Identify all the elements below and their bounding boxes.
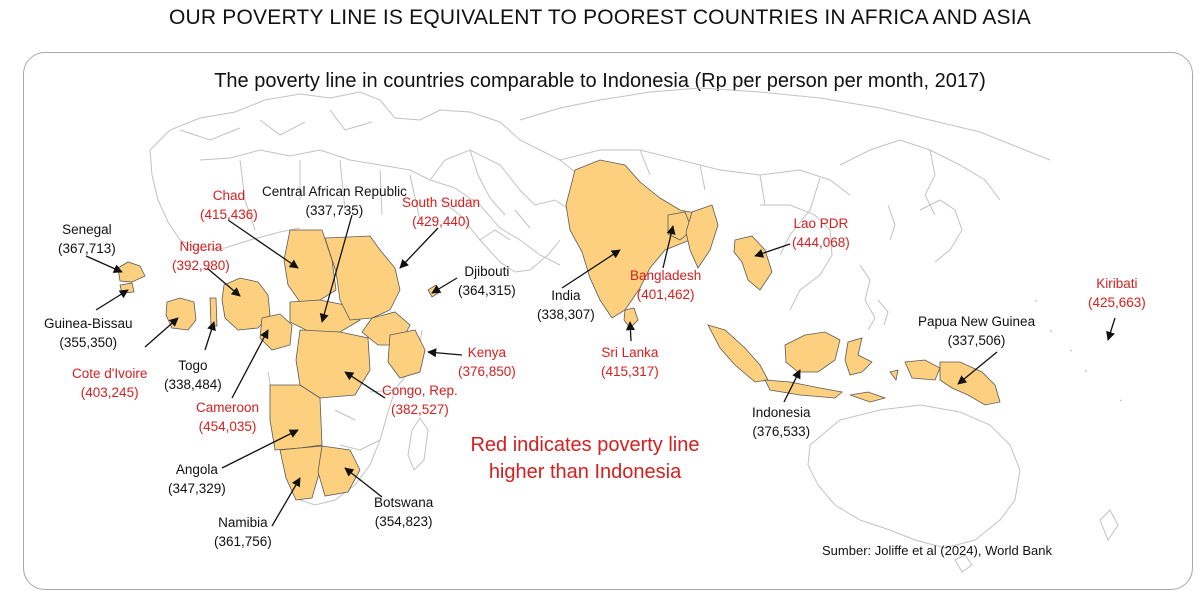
label-congo: Congo, Rep. (382,527) <box>382 381 458 419</box>
country-djibouti <box>427 284 441 298</box>
label-sri-lanka: Sri Lanka (415,317) <box>601 343 659 381</box>
source-credit: Sumber: Joliffe et al (2024), World Bank <box>822 543 1053 558</box>
sri-lanka-name: Sri Lanka <box>601 345 659 360</box>
country-indonesia-sulawesi <box>844 337 873 376</box>
png-value: (337,506) <box>947 333 1006 348</box>
country-indonesia-islands <box>849 369 899 403</box>
botswana-value: (354,823) <box>374 514 433 529</box>
label-cote-divoire: Cote d'Ivoire (403,245) <box>72 364 147 402</box>
label-indonesia: Indonesia (376,533) <box>752 403 811 441</box>
legend-note: Red indicates poverty line higher than I… <box>470 434 700 483</box>
country-togo <box>209 297 218 327</box>
label-angola: Angola (347,329) <box>168 460 226 498</box>
label-car: Central African Republic (337,735) <box>262 182 407 220</box>
guinea-bissau-value: (355,350) <box>59 335 118 350</box>
country-indonesia-java <box>764 379 843 399</box>
cote-divoire-name: Cote d'Ivoire <box>72 366 148 381</box>
label-bangladesh: Bangladesh (401,462) <box>630 266 701 304</box>
india-name: India <box>551 288 581 303</box>
chad-name: Chad <box>212 188 246 203</box>
label-guinea-bissau: Guinea-Bissau (355,350) <box>44 314 133 352</box>
congo-value: (382,527) <box>391 402 449 417</box>
country-congo <box>295 329 371 399</box>
country-indonesia-borneo <box>784 331 841 373</box>
country-senegal <box>117 261 146 283</box>
djibouti-value: (364,315) <box>458 283 516 298</box>
angola-value: (347,329) <box>168 481 226 496</box>
chad-value: (415,436) <box>200 207 258 222</box>
label-botswana: Botswana (354,823) <box>374 493 433 531</box>
country-kenya <box>387 329 426 379</box>
nigeria-value: (392,980) <box>172 258 230 273</box>
label-djibouti: Djibouti (364,315) <box>458 262 516 300</box>
togo-name: Togo <box>178 358 208 373</box>
label-togo: Togo (338,484) <box>164 356 222 394</box>
cameroon-name: Cameroon <box>196 400 260 415</box>
country-sudan-region <box>324 235 401 321</box>
congo-name: Congo, Rep. <box>382 383 458 398</box>
south-sudan-value: (429,440) <box>412 214 470 229</box>
cote-divoire-value: (403,245) <box>80 385 139 400</box>
togo-value: (338,484) <box>164 377 222 392</box>
kiribati-value: (425,663) <box>1088 295 1146 310</box>
leader-arrows <box>85 214 1116 527</box>
label-nigeria: Nigeria (392,980) <box>172 237 230 275</box>
namibia-name: Namibia <box>218 515 268 530</box>
label-png: Papua New Guinea (337,506) <box>918 312 1035 350</box>
kenya-value: (376,850) <box>458 364 516 379</box>
country-cameroon <box>259 313 293 351</box>
country-guinea-bissau <box>119 282 135 294</box>
label-namibia: Namibia (361,756) <box>214 513 272 551</box>
country-png <box>939 361 1001 406</box>
country-lao <box>733 235 773 291</box>
label-senegal: Senegal (367,713) <box>58 220 116 258</box>
sri-lanka-value: (415,317) <box>601 364 659 379</box>
map-panel <box>23 52 1193 590</box>
angola-name: Angola <box>175 462 218 477</box>
senegal-value: (367,713) <box>58 241 116 256</box>
indonesia-value: (376,533) <box>752 424 811 439</box>
country-india <box>565 159 711 319</box>
bangladesh-value: (401,462) <box>636 287 695 302</box>
country-angola <box>269 384 323 451</box>
map-subtitle: The poverty line in countries comparable… <box>214 70 986 92</box>
page-title: OUR POVERTY LINE IS EQUIVALENT TO POORES… <box>168 6 1031 29</box>
south-sudan-name: South Sudan <box>402 195 481 210</box>
label-india: India (338,307) <box>537 286 595 324</box>
country-indonesia-sumatra <box>707 324 769 383</box>
country-indonesia-papua <box>904 359 941 381</box>
country-namibia <box>279 445 323 501</box>
png-name: Papua New Guinea <box>918 314 1036 329</box>
guinea-bissau-name: Guinea-Bissau <box>44 316 133 331</box>
car-value: (337,735) <box>305 203 364 218</box>
indonesia-name: Indonesia <box>752 405 811 420</box>
label-lao: Lao PDR (444,068) <box>792 214 850 252</box>
car-name: Central African Republic <box>262 184 407 199</box>
botswana-name: Botswana <box>374 495 434 510</box>
senegal-name: Senegal <box>62 222 112 237</box>
cameroon-value: (454,035) <box>198 419 257 434</box>
kenya-name: Kenya <box>467 345 507 360</box>
label-cameroon: Cameroon (454,035) <box>196 398 259 436</box>
lao-name: Lao PDR <box>793 216 849 231</box>
india-value: (338,307) <box>537 307 595 322</box>
country-myanmar <box>685 204 719 269</box>
label-kiribati: Kiribati (425,663) <box>1088 274 1146 312</box>
label-kenya: Kenya (376,850) <box>458 343 516 381</box>
bangladesh-name: Bangladesh <box>630 268 702 283</box>
label-chad: Chad (415,436) <box>200 186 258 224</box>
namibia-value: (361,756) <box>214 534 272 549</box>
country-botswana <box>317 445 361 497</box>
djibouti-name: Djibouti <box>464 264 510 279</box>
kiribati-name: Kiribati <box>1096 276 1138 291</box>
lao-value: (444,068) <box>792 235 850 250</box>
label-south-sudan: South Sudan (429,440) <box>402 193 480 231</box>
country-sri-lanka <box>623 307 639 329</box>
nigeria-name: Nigeria <box>179 239 223 254</box>
